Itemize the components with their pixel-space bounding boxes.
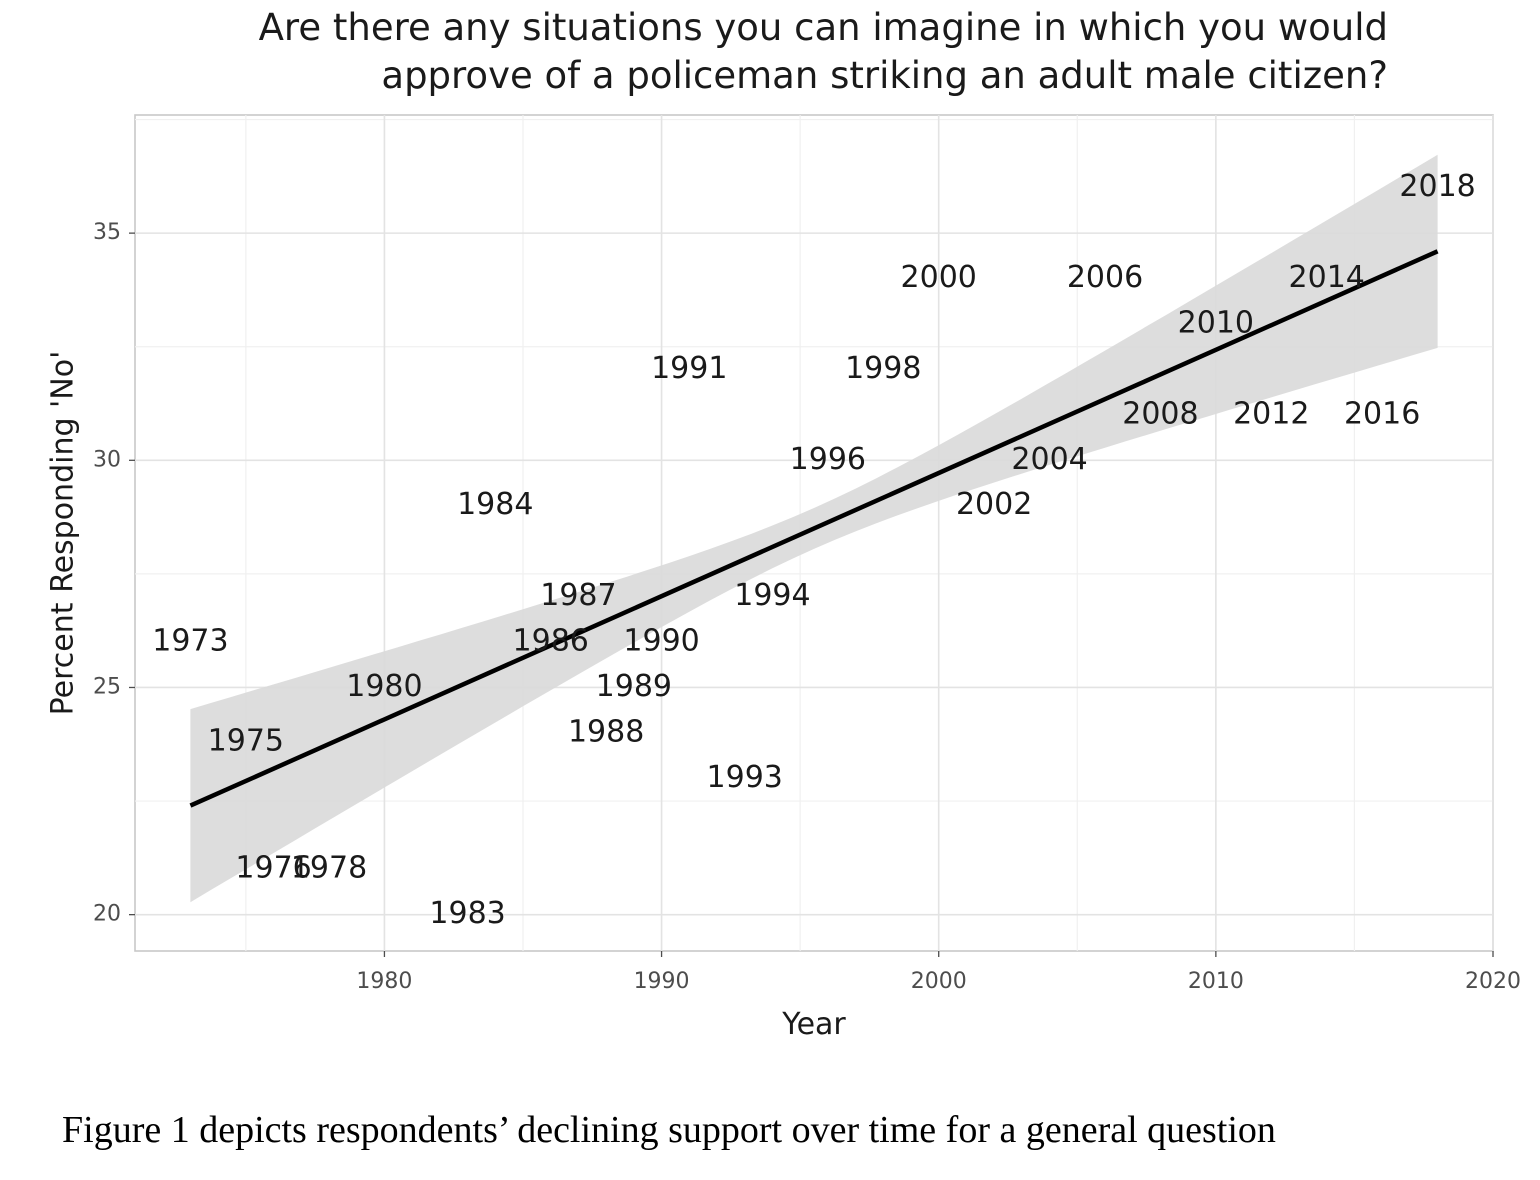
y-tick-label: 20 [93,902,121,927]
point-label: 1980 [346,669,422,704]
point-label: 1988 [568,714,644,749]
x-tick-label: 2020 [1465,969,1521,994]
figure-caption: Figure 1 depicts respondents’ declining … [62,1109,1276,1151]
point-label: 1990 [623,624,699,659]
chart-title-line-1: Are there any situations you can imagine… [259,6,1388,49]
point-label: 1976 [235,851,311,886]
point-label: 1983 [429,896,505,931]
point-label: 2002 [956,487,1032,522]
y-tick-label: 35 [93,220,121,245]
point-label: 2012 [1233,396,1309,431]
point-label: 1986 [513,624,589,659]
chart-title-line-2: approve of a policeman striking an adult… [381,54,1388,97]
point-label: 2006 [1067,260,1143,295]
point-label: 2010 [1178,306,1254,341]
point-label: 2014 [1289,260,1365,295]
x-tick-label: 2010 [1188,969,1244,994]
point-label: 1996 [790,442,866,477]
point-label: 1978 [291,851,367,886]
point-label: 2000 [901,260,977,295]
x-tick-label: 2000 [911,969,967,994]
point-label: 1993 [707,760,783,795]
point-label: 1994 [734,578,810,613]
point-label: 1989 [596,669,672,704]
chart-figure: 1973 1975 1976 1978 1980 1983 1984 1986 1987 1988… [46,6,1522,1042]
point-label: 1973 [152,624,228,659]
x-tick-label: 1980 [356,969,412,994]
point-label: 2018 [1399,169,1475,204]
y-tick-label: 30 [93,447,121,472]
y-tick-label: 25 [93,674,121,699]
point-label: 1975 [208,724,284,759]
point-label: 1991 [651,351,727,386]
x-axis-title: Year [781,1007,846,1042]
trend-line [189,249,1439,808]
y-axis-title: Percent Responding 'No' [46,351,81,716]
point-label: 1987 [540,578,616,613]
point-label: 1998 [845,351,921,386]
point-label: 2008 [1122,396,1198,431]
point-label: 1984 [457,487,533,522]
point-label: 2004 [1011,442,1087,477]
point-label: 2016 [1344,396,1420,431]
x-tick-label: 1990 [634,969,690,994]
